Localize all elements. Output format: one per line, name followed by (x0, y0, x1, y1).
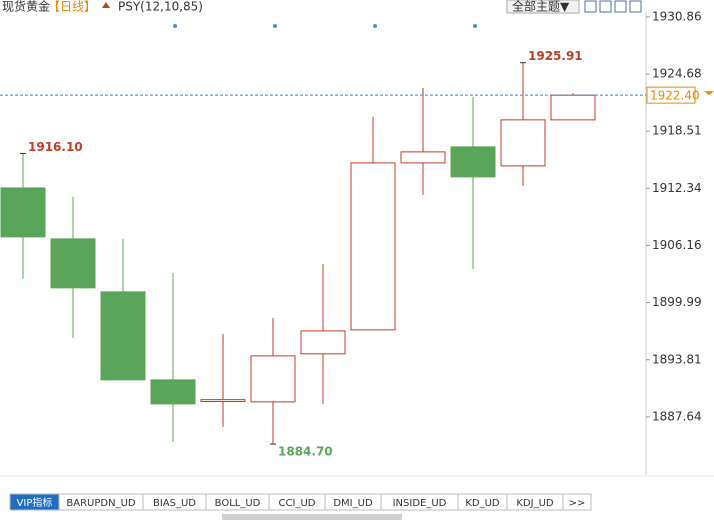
y-tick-label: 1912.34 (652, 181, 702, 195)
candle-body (300, 330, 346, 355)
y-tick-label: 1918.51 (652, 124, 702, 138)
candle-body (50, 238, 96, 289)
theme-button[interactable] (506, 0, 580, 14)
tab-label[interactable]: >> (569, 498, 586, 509)
tab-label[interactable]: INSIDE_UD (393, 498, 447, 509)
y-tick-label: 1924.68 (652, 67, 702, 81)
last-price-label: 1922.40 (650, 89, 700, 103)
y-tick-label: 1893.81 (652, 352, 702, 366)
scrollbar[interactable] (222, 514, 402, 520)
low-label: 1884.70 (278, 445, 333, 459)
indicator-icon (102, 2, 110, 8)
last-price-box (646, 86, 696, 104)
tab-label[interactable]: VIP指标 (17, 496, 53, 509)
tab[interactable] (562, 493, 592, 511)
candle-body (150, 379, 196, 405)
tab-label[interactable]: DMI_UD (333, 498, 373, 509)
high-label: 1925.91 (528, 49, 583, 63)
tab-label[interactable]: BARUPDN_UD (66, 498, 135, 509)
y-tick-label: 1930.86 (652, 9, 702, 23)
period: 【日线】 (48, 0, 96, 14)
tab-label[interactable]: CCI_UD (279, 498, 316, 509)
tab-label[interactable]: BOLL_UD (215, 498, 261, 509)
y-tick-label: 1899.99 (652, 295, 702, 309)
y-tick-label: 1887.64 (652, 409, 702, 423)
candle-body (0, 187, 46, 238)
candle-body (450, 146, 496, 178)
tool-icons[interactable] (584, 0, 642, 13)
candle-body (400, 151, 446, 164)
candle-body (250, 355, 296, 403)
theme-button-label[interactable]: 全部主题▼ (512, 0, 570, 14)
candle-body (100, 291, 146, 381)
candle-body (550, 94, 596, 121)
tab-label[interactable]: KD_UD (465, 498, 500, 509)
candle-body (350, 162, 396, 331)
symbol: 现货黄金 (2, 0, 50, 14)
tab-label[interactable]: KDJ_UD (516, 498, 554, 509)
tab-label[interactable]: BIAS_UD (153, 498, 196, 509)
y-tick-label: 1906.16 (652, 238, 702, 252)
high-label: 1916.10 (28, 140, 83, 154)
candle-body (500, 119, 546, 167)
last-price-arrow (704, 91, 714, 96)
markers (173, 24, 477, 28)
indicator: PSY(12,10,85) (118, 0, 203, 14)
candle-body (200, 399, 246, 403)
